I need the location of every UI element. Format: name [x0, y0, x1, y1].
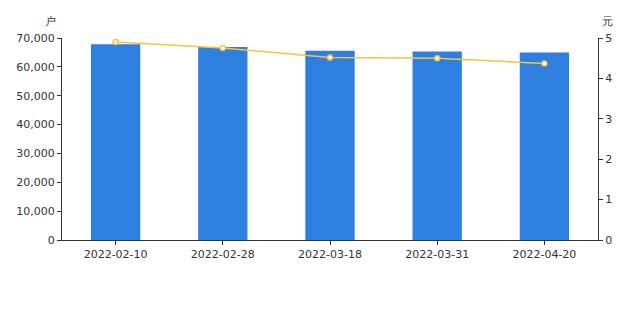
svg-text:0: 0 [605, 234, 612, 247]
svg-text:2022-03-31: 2022-03-31 [405, 248, 469, 261]
svg-text:5: 5 [605, 32, 612, 45]
svg-text:2022-02-28: 2022-02-28 [191, 248, 255, 261]
svg-text:10,000: 10,000 [16, 205, 55, 218]
svg-text:20,000: 20,000 [16, 176, 55, 189]
svg-text:元: 元 [602, 15, 613, 28]
svg-text:0: 0 [48, 234, 55, 247]
svg-text:4: 4 [605, 72, 612, 85]
svg-text:户: 户 [45, 15, 56, 28]
svg-text:1: 1 [605, 193, 612, 206]
svg-text:60,000: 60,000 [16, 61, 55, 74]
svg-text:2022-03-18: 2022-03-18 [298, 248, 362, 261]
svg-text:2022-02-10: 2022-02-10 [84, 248, 148, 261]
svg-text:2: 2 [605, 153, 612, 166]
svg-text:2022-04-20: 2022-04-20 [512, 248, 576, 261]
svg-text:40,000: 40,000 [16, 118, 55, 131]
svg-text:3: 3 [605, 113, 612, 126]
svg-text:50,000: 50,000 [16, 90, 55, 103]
svg-text:70,000: 70,000 [16, 32, 55, 45]
svg-text:30,000: 30,000 [16, 147, 55, 160]
